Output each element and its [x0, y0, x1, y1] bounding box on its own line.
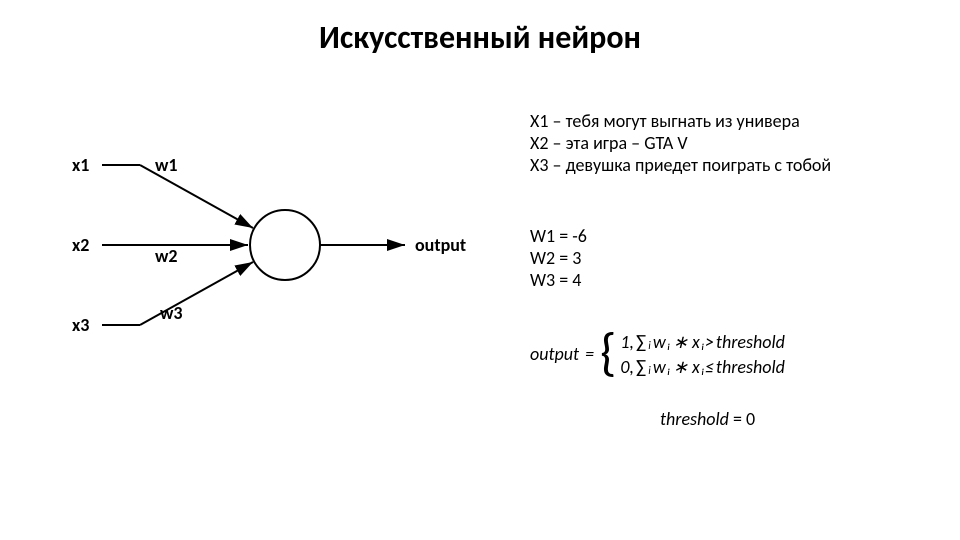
page-title: Искусственный нейрон [0, 18, 960, 57]
legend-x3: X3 – девушка приедет поиграть с тобой [530, 154, 950, 176]
x1-label: x1 [72, 154, 89, 176]
w1-label: w1 [155, 154, 178, 176]
formula-lhs: output [530, 343, 579, 365]
case1-term: wᵢ ∗ xᵢ [653, 331, 703, 353]
weights-list: W1 = -6 W2 = 3 W3 = 4 [530, 225, 587, 291]
legend-x2-var: X2 [530, 132, 548, 154]
case2-term: wᵢ ∗ xᵢ [653, 356, 703, 378]
w1-val: -6 [572, 225, 587, 247]
legend-x2: X2 – эта игра – GTA V [530, 132, 950, 154]
neuron-node [250, 210, 320, 280]
case2-rel: ≤ [705, 356, 714, 378]
legend-x1: X1 – тебя могут выгнать из универа [530, 110, 950, 132]
w2-var: W2 [530, 247, 555, 269]
w1-var: W1 [530, 225, 555, 247]
case2-sum: ∑ [636, 356, 646, 379]
legend-x3-desc: девушка приедет поиграть с тобой [566, 154, 832, 176]
formula-eq: = [585, 343, 594, 365]
case1-sum: ∑ [636, 331, 646, 354]
w3-var: W3 [530, 269, 555, 291]
weight-w3: W3 = 4 [530, 269, 587, 291]
x2-label: x2 [72, 234, 89, 256]
neuron-diagram: x1 x2 x3 w1 w2 w3 output [60, 130, 480, 360]
output-label: output [415, 234, 466, 256]
case2-rhs: threshold [716, 356, 785, 378]
case1-value: 1, [620, 331, 634, 353]
threshold-label: threshold [660, 408, 729, 430]
formula-cases: 1, ∑i wᵢ ∗ xᵢ > threshold 0, ∑i wᵢ ∗ xᵢ … [620, 330, 784, 378]
w2-val: 3 [572, 247, 581, 269]
x3-label: x3 [72, 314, 89, 336]
threshold-value: 0 [746, 408, 755, 430]
edge-x3-neuron [140, 262, 253, 325]
legend-x1-desc: тебя могут выгнать из универа [566, 110, 800, 132]
case1-rel: > [705, 331, 714, 353]
threshold-line: threshold = 0 [660, 408, 755, 430]
x-legend: X1 – тебя могут выгнать из универа X2 – … [530, 110, 950, 176]
weight-w1: W1 = -6 [530, 225, 587, 247]
legend-x2-desc: эта игра – GTA V [566, 132, 688, 154]
legend-x1-var: X1 [530, 110, 548, 132]
w3-val: 4 [572, 269, 581, 291]
case2-sub: i [648, 364, 651, 377]
case2-value: 0, [620, 356, 634, 378]
w3-label: w3 [160, 302, 183, 324]
formula-brace: { [600, 331, 616, 373]
weight-w2: W2 = 3 [530, 247, 587, 269]
case-2: 0, ∑i wᵢ ∗ xᵢ ≤ threshold [620, 355, 784, 378]
case-1: 1, ∑i wᵢ ∗ xᵢ > threshold [620, 330, 784, 353]
legend-x3-var: X3 [530, 154, 548, 176]
output-formula: output = { 1, ∑i wᵢ ∗ xᵢ > threshold 0, … [530, 330, 785, 378]
w2-label: w2 [155, 245, 178, 267]
case1-sub: i [648, 339, 651, 352]
case1-rhs: threshold [716, 331, 785, 353]
